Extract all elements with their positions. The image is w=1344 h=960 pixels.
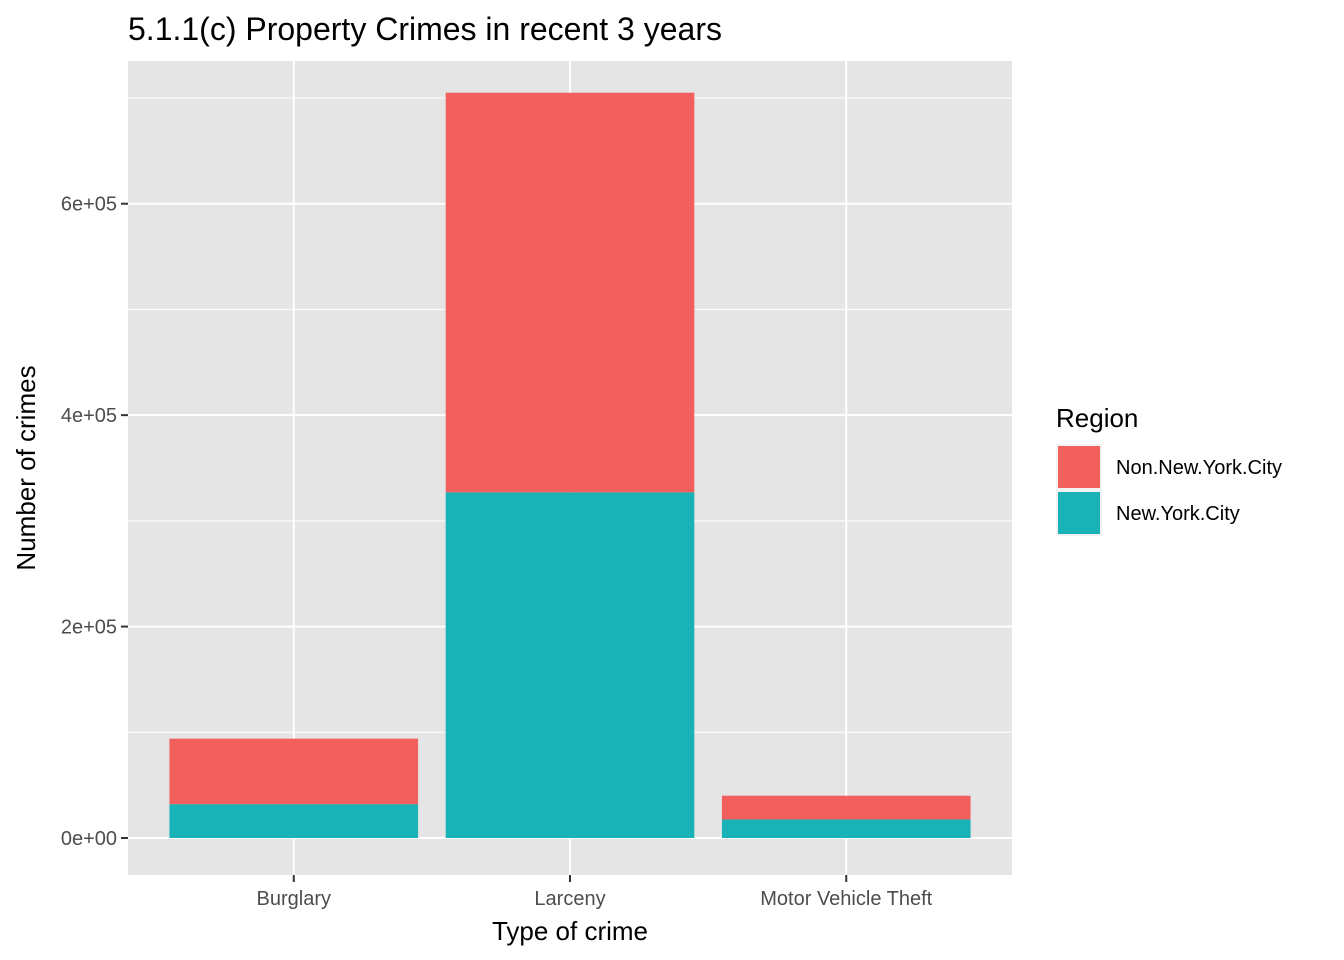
- x-axis: Burglary Larceny Motor Vehicle Theft: [257, 875, 933, 910]
- bar-larceny-non-new-york-city: [445, 92, 695, 493]
- x-tick-label: Larceny: [534, 888, 605, 910]
- y-axis: 0e+00 2e+05 4e+05 6e+05: [61, 194, 128, 850]
- x-tick-label: Motor Vehicle Theft: [760, 888, 932, 910]
- bar-burglary-new-york-city: [169, 804, 419, 838]
- bar-burglary-non-new-york-city: [169, 738, 419, 805]
- legend-title: Region: [1056, 403, 1138, 433]
- bars: [169, 92, 971, 838]
- legend-entries: Non.New.York.City New.York.City: [1056, 444, 1282, 536]
- legend-swatch-new-york-city: [1058, 492, 1100, 534]
- chart-title: 5.1.1(c) Property Crimes in recent 3 yea…: [128, 11, 722, 47]
- y-tick-label: 6e+05: [61, 194, 117, 216]
- bar-motor-vehicle-theft-non-new-york-city: [721, 795, 971, 820]
- legend-swatch-non-new-york-city: [1058, 446, 1100, 488]
- legend: Region Non.New.York.City New.York.City: [1056, 403, 1282, 536]
- bar-motor-vehicle-theft-new-york-city: [721, 819, 971, 838]
- bar-larceny-new-york-city: [445, 492, 695, 838]
- legend-label-non-new-york-city: Non.New.York.City: [1116, 457, 1282, 479]
- x-axis-title: Type of crime: [492, 916, 648, 946]
- y-tick-label: 4e+05: [61, 405, 117, 427]
- y-tick-label: 2e+05: [61, 617, 117, 639]
- legend-label-new-york-city: New.York.City: [1116, 503, 1240, 525]
- y-tick-label: 0e+00: [61, 828, 117, 850]
- y-axis-title: Number of crimes: [11, 365, 41, 570]
- x-tick-label: Burglary: [257, 888, 331, 910]
